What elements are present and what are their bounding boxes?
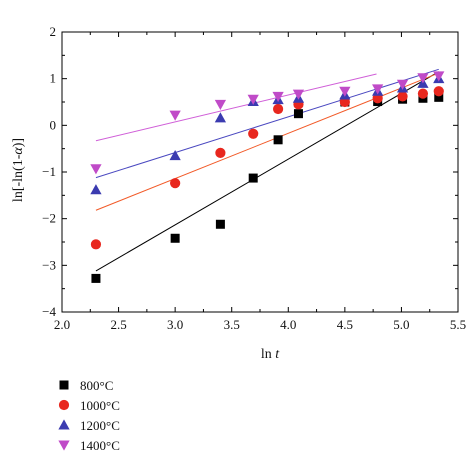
legend-label-3: 1400°C — [80, 438, 120, 453]
fit-line-1 — [95, 72, 439, 211]
x-axis-title: ln t — [261, 347, 280, 362]
data-point-0 — [215, 219, 225, 229]
x-tick-label: 3.5 — [224, 317, 240, 332]
data-point-0 — [170, 233, 180, 243]
legend: 800°C 1000°C 1200°C 1400°C — [58, 378, 120, 453]
y-axis-title: ln[-ln(1-α)] — [11, 138, 26, 202]
legend-marker-3 — [58, 440, 70, 451]
y-tick-label: 1 — [50, 71, 57, 86]
legend-label-0: 800°C — [80, 378, 113, 393]
fit-lines — [95, 68, 440, 272]
data-point-1 — [273, 103, 284, 115]
y-tick-label: 0 — [50, 117, 57, 132]
legend-label-2: 1200°C — [80, 418, 120, 433]
data-point-3 — [169, 110, 181, 121]
x-tick-label: 4.0 — [280, 317, 296, 332]
y-tick-label: −3 — [42, 257, 56, 272]
data-point-1 — [90, 239, 102, 250]
x-tick-label: 2.0 — [54, 317, 70, 332]
data-point-3 — [247, 94, 259, 105]
data-point-3 — [214, 99, 227, 110]
data-point-1 — [433, 86, 444, 97]
data-point-1 — [248, 128, 259, 139]
x-tick-label: 4.5 — [337, 317, 353, 332]
plot-frame — [61, 31, 459, 313]
data-point-0 — [248, 173, 258, 183]
data-point-3 — [90, 164, 102, 175]
data-point-1 — [397, 91, 408, 102]
x-tick-label: 5.0 — [393, 317, 409, 332]
data-point-0 — [273, 135, 283, 145]
data-point-1 — [417, 88, 429, 99]
legend-marker-2 — [58, 419, 70, 430]
data-point-1 — [170, 178, 181, 189]
fit-line-2 — [95, 68, 439, 179]
legend-marker-0 — [59, 380, 69, 390]
y-tick-label: −2 — [42, 211, 56, 226]
data-point-2 — [90, 184, 102, 195]
data-point-3 — [433, 71, 445, 82]
data-point-3 — [339, 86, 351, 97]
axes — [61, 31, 459, 313]
x-tick-label: 3.0 — [167, 317, 183, 332]
x-tick-label: 5.5 — [450, 317, 466, 332]
data-points — [90, 71, 445, 283]
legend-marker-1 — [58, 399, 70, 411]
legend-label-1: 1000°C — [80, 398, 120, 413]
x-tick-label: 2.5 — [110, 317, 126, 332]
data-point-0 — [434, 92, 444, 102]
data-point-2 — [169, 150, 181, 161]
data-point-1 — [215, 147, 226, 158]
data-point-0 — [293, 109, 303, 119]
fit-line-0 — [95, 71, 440, 272]
data-point-3 — [292, 89, 305, 100]
data-point-2 — [214, 112, 227, 123]
data-point-3 — [396, 79, 409, 90]
data-point-3 — [417, 73, 429, 84]
fit-line-3 — [95, 73, 377, 142]
data-point-0 — [91, 273, 101, 283]
y-tick-label: −4 — [42, 304, 56, 319]
y-tick-label: 2 — [50, 24, 57, 39]
tick-labels: 2.0 2.5 3.0 3.5 4.0 4.5 5.0 5.5 −4 −3 −2 −1 0 1 2 — [42, 24, 466, 332]
data-point-3 — [272, 91, 284, 103]
data-point-3 — [372, 84, 384, 95]
y-tick-label: −1 — [42, 164, 56, 179]
